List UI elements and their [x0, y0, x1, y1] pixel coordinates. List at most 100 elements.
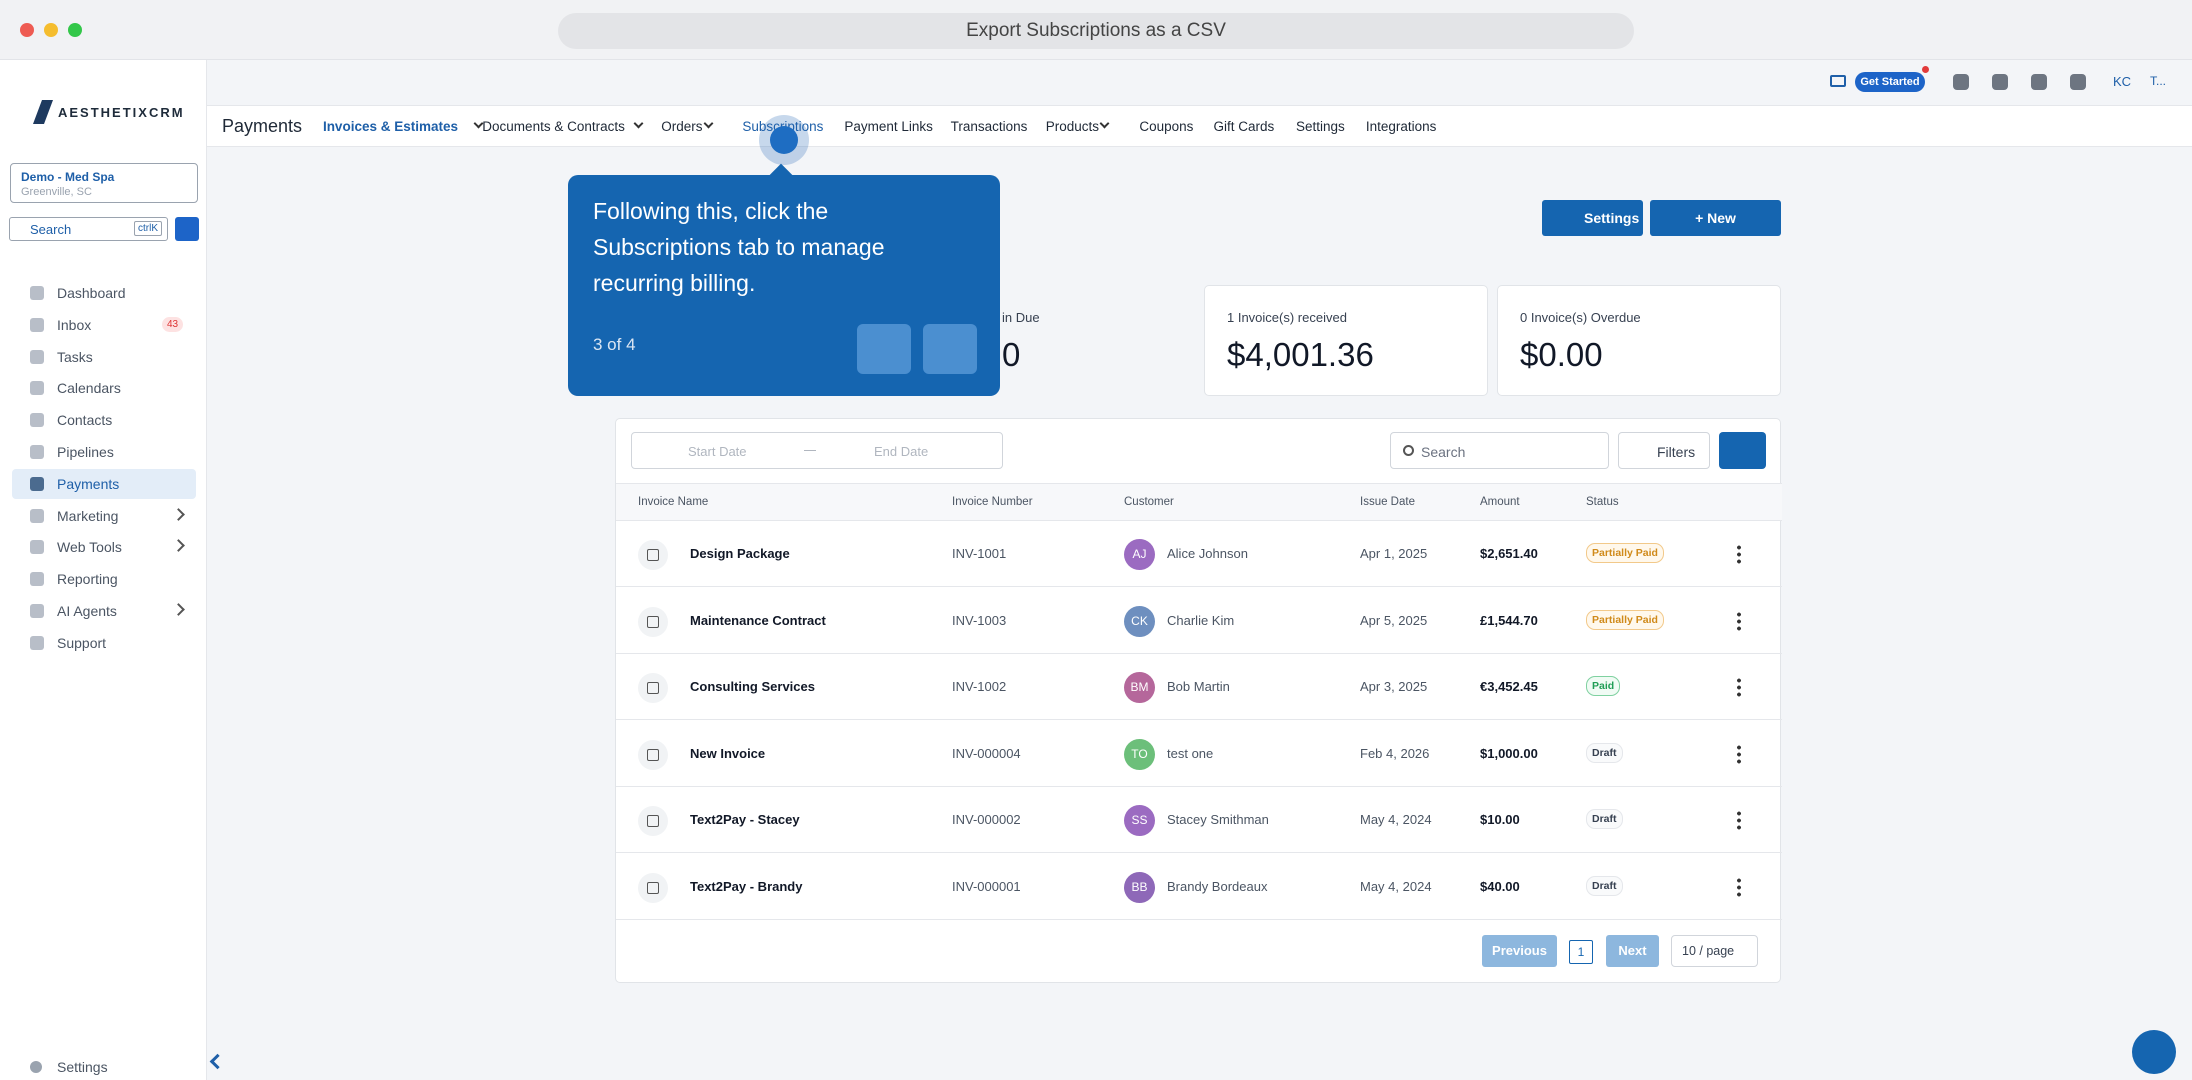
invoice-number: INV-1001: [952, 546, 1007, 561]
phone-icon[interactable]: [1953, 74, 1969, 90]
column-header[interactable]: Amount: [1480, 496, 1520, 508]
sidebar-item[interactable]: Support: [12, 628, 196, 658]
avatar: TO: [1124, 738, 1155, 770]
sidebar-item[interactable]: Payments: [12, 468, 196, 499]
filters-label: Filters: [1657, 444, 1696, 460]
settings-button[interactable]: Settings: [1542, 200, 1643, 236]
row-menu[interactable]: [1737, 677, 1741, 697]
sidebar-settings[interactable]: Settings: [57, 1059, 108, 1075]
row-menu[interactable]: [1737, 810, 1741, 830]
sidebar-label: Tasks: [57, 348, 93, 365]
sidebar-item[interactable]: Inbox 43: [12, 310, 196, 340]
sidebar-icon: [30, 413, 44, 428]
sidebar-item[interactable]: Contacts: [12, 405, 196, 435]
nav-tab[interactable]: Orders: [661, 119, 703, 134]
customer: Brandy Bordeaux: [1167, 878, 1268, 894]
amount: $1,000.00: [1480, 745, 1538, 761]
sidebar-label: Reporting: [57, 571, 118, 588]
customer: Stacey Smithman: [1167, 812, 1269, 827]
next-button[interactable]: Next: [1606, 935, 1659, 967]
sidebar-item[interactable]: Web Tools: [12, 532, 196, 562]
sidebar-label: Pipelines: [57, 444, 114, 460]
table-search[interactable]: Search: [1390, 432, 1609, 469]
magic-icon[interactable]: [1992, 74, 2008, 90]
nav-tab[interactable]: Integrations: [1365, 119, 1437, 134]
new-button[interactable]: + New: [1650, 200, 1781, 236]
quick-action[interactable]: [175, 217, 199, 241]
get-started-button[interactable]: Get Started: [1855, 72, 1925, 92]
row-icon: [638, 540, 668, 570]
download-button[interactable]: [1719, 432, 1766, 469]
row-menu[interactable]: [1737, 876, 1741, 897]
amount: €3,452.45: [1480, 679, 1538, 694]
nav-tab[interactable]: Transactions: [950, 119, 1028, 134]
row-menu[interactable]: [1737, 544, 1741, 564]
bell-icon[interactable]: [2031, 74, 2047, 90]
column-header[interactable]: Customer: [1124, 496, 1174, 508]
page-title: Payments: [222, 116, 303, 136]
filters-button[interactable]: Filters: [1618, 432, 1710, 469]
invoice-name: Text2Pay - Stacey: [690, 812, 800, 827]
sidebar-item[interactable]: Calendars: [12, 373, 196, 403]
sidebar-icon: [30, 508, 44, 523]
location-switcher[interactable]: Demo - Med Spa Greenville, SC: [10, 163, 198, 203]
row-menu[interactable]: [1737, 610, 1741, 631]
row-menu[interactable]: [1737, 743, 1741, 764]
help-icon[interactable]: [2070, 74, 2086, 90]
issue-date: Apr 5, 2025: [1360, 612, 1428, 628]
column-header[interactable]: Invoice Number: [952, 496, 1033, 508]
row-icon: [638, 739, 668, 770]
maximize-dot[interactable]: [68, 23, 82, 37]
back-button[interactable]: [857, 324, 911, 374]
search-box[interactable]: Search ctrlK: [9, 217, 168, 241]
date-range[interactable]: Start Date End Date: [631, 432, 1003, 469]
table-row[interactable]: Text2Pay - Brandy INV-000001 BB Brandy Bord…: [616, 854, 1782, 920]
column-header[interactable]: Issue Date: [1360, 496, 1415, 508]
row-icon: [638, 606, 668, 637]
per-page[interactable]: 10 / page: [1671, 935, 1758, 967]
table-row[interactable]: Maintenance Contract INV-1003 CK Charlie Ki…: [616, 588, 1782, 654]
previous-button[interactable]: Previous: [1482, 935, 1557, 967]
settings-icon: [30, 1061, 42, 1073]
sidebar-item[interactable]: Pipelines: [12, 437, 196, 467]
nav-tab[interactable]: Products: [1045, 119, 1099, 134]
tooltip: Following this, click the Subscriptions …: [568, 163, 1000, 396]
table-row[interactable]: Design Package INV-1001 AJ Alice Johnson Apr…: [616, 521, 1782, 587]
nav-tab[interactable]: Documents & Contracts: [482, 119, 625, 134]
nav-tab[interactable]: Invoices & Estimates: [322, 119, 458, 134]
sidebar-item[interactable]: AI Agents: [12, 596, 196, 626]
nav-tab[interactable]: Gift Cards: [1213, 119, 1275, 134]
sidebar-item[interactable]: Reporting: [12, 564, 196, 594]
logo-mark: [33, 100, 53, 124]
nav-tab[interactable]: Settings: [1295, 119, 1345, 134]
table-row[interactable]: New Invoice INV-000004 TO test one Feb 4, 20…: [616, 721, 1782, 787]
next-step-button[interactable]: [923, 324, 977, 374]
sidebar-item[interactable]: Tasks: [12, 342, 196, 372]
minimize-dot[interactable]: [44, 23, 58, 37]
avatar: BB: [1124, 871, 1155, 903]
sidebar-label: Payments: [57, 475, 120, 492]
status-badge: Draft: [1586, 809, 1623, 829]
column-header[interactable]: Invoice Name: [638, 496, 709, 508]
column-header[interactable]: Status: [1586, 496, 1619, 508]
nav-tab[interactable]: Payment Links: [844, 119, 933, 134]
logo: AESTHETIXCRM: [58, 105, 185, 120]
user-initials[interactable]: KC: [2113, 74, 2132, 89]
close-dot[interactable]: [20, 23, 34, 37]
invoice-name: New Invoice: [690, 745, 766, 761]
sidebar-icon: [30, 349, 44, 364]
account-menu[interactable]: T...: [2150, 74, 2167, 88]
table-row[interactable]: Text2Pay - Stacey INV-000002 SS Stacey Smit…: [616, 787, 1782, 853]
chat-button[interactable]: [2132, 1030, 2176, 1074]
page-number[interactable]: 1: [1569, 940, 1593, 964]
tooltip-text: Following this, click the Subscriptions …: [593, 198, 885, 296]
table-row[interactable]: Consulting Services INV-1002 BM Bob Martin A…: [616, 654, 1782, 720]
sidebar-item[interactable]: Dashboard: [12, 278, 196, 308]
nav-tab[interactable]: Coupons: [1139, 119, 1194, 134]
sidebar-item[interactable]: Marketing: [12, 501, 196, 531]
issue-date: Feb 4, 2026: [1360, 745, 1430, 761]
stat-value: $4,001.36: [1227, 336, 1374, 373]
customer: Bob Martin: [1167, 679, 1230, 694]
address-bar[interactable]: Export Subscriptions as a CSV: [558, 13, 1634, 49]
